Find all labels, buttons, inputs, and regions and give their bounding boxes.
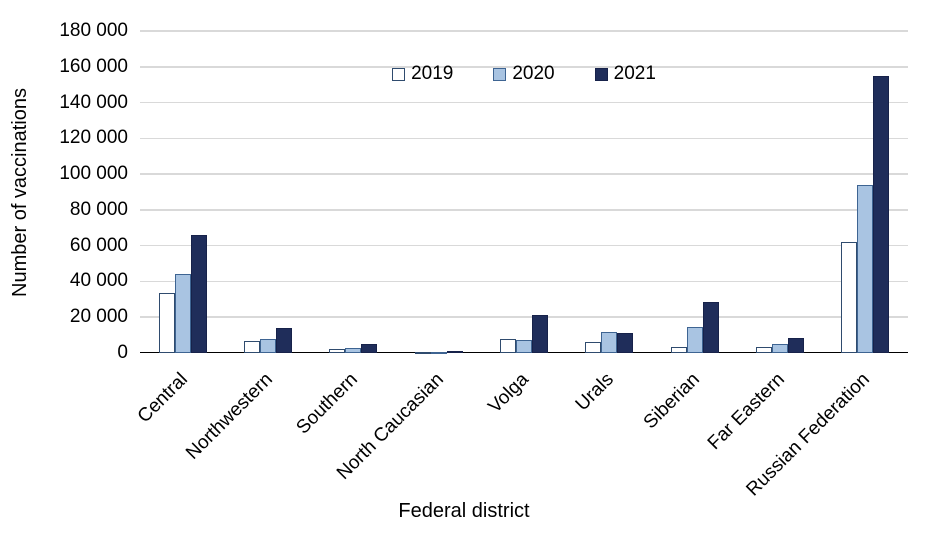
gridline xyxy=(140,173,908,175)
y-tick-label: 20 000 xyxy=(69,306,128,328)
gridline xyxy=(140,30,908,32)
bar-volga-2020 xyxy=(516,340,532,353)
bar-northwestern-2021 xyxy=(276,327,292,353)
bar-central-2019 xyxy=(158,293,175,353)
y-tick-label: 60 000 xyxy=(69,234,128,256)
legend-swatch-2021 xyxy=(594,67,608,81)
bar-russian-federation-2019 xyxy=(841,242,858,353)
bar-siberian-2020 xyxy=(686,327,703,353)
bar-siberian-2019 xyxy=(670,346,687,353)
gridline xyxy=(140,209,908,211)
legend: 2019 2020 2021 xyxy=(140,63,908,85)
legend-item-2021: 2021 xyxy=(594,63,656,85)
legend-item-2020: 2020 xyxy=(493,63,555,85)
y-tick-label: 100 000 xyxy=(59,163,128,185)
bar-russian-federation-2020 xyxy=(857,184,874,353)
bar-north-caucasian-2019 xyxy=(414,352,431,354)
bar-southern-2021 xyxy=(361,344,378,353)
y-tick-label: 80 000 xyxy=(69,198,128,220)
y-axis-tick-labels: 0 20 000 40 000 60 000 80 000 100 000 120 000 1… xyxy=(0,0,128,533)
gridline xyxy=(140,66,908,68)
y-tick-label: 40 000 xyxy=(69,270,128,292)
legend-label-2020: 2020 xyxy=(512,63,555,84)
y-tick-label: 180 000 xyxy=(59,20,128,41)
bar-central-2021 xyxy=(190,234,207,353)
gridline xyxy=(140,137,908,140)
bar-southern-2020 xyxy=(345,347,362,353)
y-tick-label: 160 000 xyxy=(59,55,128,77)
bar-far-eastern-2021 xyxy=(788,337,804,353)
bar-volga-2019 xyxy=(500,338,516,353)
legend-label-2021: 2021 xyxy=(613,63,656,84)
bar-urals-2020 xyxy=(601,331,618,353)
bar-volga-2021 xyxy=(532,315,548,353)
bar-siberian-2021 xyxy=(702,302,719,353)
bar-far-eastern-2019 xyxy=(756,346,772,353)
bar-central-2020 xyxy=(174,274,191,353)
y-tick-label: 120 000 xyxy=(59,127,128,149)
bar-north-caucasian-2021 xyxy=(446,350,463,353)
bar-northwestern-2020 xyxy=(260,338,276,353)
bar-russian-federation-2021 xyxy=(873,75,890,353)
y-tick-label: 140 000 xyxy=(59,91,128,113)
bar-north-caucasian-2020 xyxy=(430,352,447,354)
plot-area xyxy=(140,30,908,354)
legend-item-2019: 2019 xyxy=(392,63,453,85)
bar-urals-2021 xyxy=(617,333,634,353)
bar-urals-2019 xyxy=(585,342,602,353)
bar-southern-2019 xyxy=(329,349,346,353)
gridline xyxy=(140,316,908,318)
y-tick-label: 0 xyxy=(117,342,128,363)
legend-swatch-2019 xyxy=(392,67,406,81)
bar-northwestern-2019 xyxy=(244,341,260,353)
bar-far-eastern-2020 xyxy=(772,344,788,353)
gridline xyxy=(140,101,908,104)
gridline xyxy=(140,280,908,283)
gridline xyxy=(140,244,908,247)
x-axis-title: Federal district xyxy=(398,500,530,522)
legend-label-2019: 2019 xyxy=(411,63,454,84)
legend-swatch-2020 xyxy=(493,67,507,81)
